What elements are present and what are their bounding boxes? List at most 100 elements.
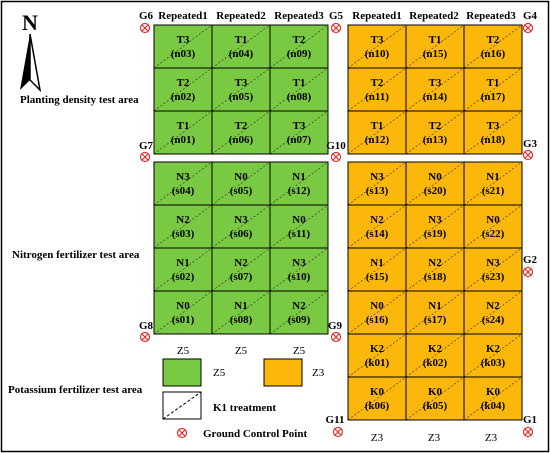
plot-cell-diagonal <box>347 24 407 69</box>
plot-treatment: N1 <box>486 171 499 183</box>
gcp-icon <box>522 266 534 278</box>
plot-cell: N2 (s09) <box>269 290 329 335</box>
plot-id: (k01) <box>365 357 390 369</box>
plot-treatment: T1 <box>293 77 306 89</box>
zone-label-right-3: Z3 <box>485 432 498 444</box>
north-label: N <box>22 10 38 35</box>
gcp-icon <box>522 22 534 34</box>
plot-id: (s02) <box>172 271 195 283</box>
plot-id: (n09) <box>287 48 312 60</box>
plot-treatment: T2 <box>487 34 500 46</box>
plot-id: (n04) <box>229 48 254 60</box>
plot-cell: T1 (n17) <box>463 67 523 112</box>
plot-cell: K2 (k03) <box>463 333 523 378</box>
plot-cell-diagonal <box>463 333 523 378</box>
plot-treatment: N3 <box>176 171 190 183</box>
plot-cell-diagonal <box>463 110 523 155</box>
plot-treatment: N2 <box>176 214 190 226</box>
gcp-icon <box>139 22 151 34</box>
gcp-icon <box>330 331 342 343</box>
zone-label-right-2: Z3 <box>428 432 441 444</box>
plot-cell-diagonal <box>211 110 271 155</box>
plot-id: (k04) <box>481 400 506 412</box>
plot-treatment: T3 <box>371 34 384 46</box>
legend-label-z5: Z5 <box>213 367 226 379</box>
gcp-label: G6 <box>139 10 154 22</box>
plot-cell: N3 (s06) <box>211 204 271 249</box>
header-repeated3-left: Repeated3 <box>274 10 324 22</box>
plot-id: (s03) <box>172 228 195 240</box>
header-repeated1-right: Repeated1 <box>352 10 402 22</box>
gcp-marker-g4: G4 <box>522 10 538 34</box>
plot-cell: N2 (s03) <box>153 204 213 249</box>
gcp-label: G4 <box>523 10 538 22</box>
plot-cell-diagonal <box>211 204 271 249</box>
plot-cell: N0 (s20) <box>405 161 465 206</box>
plot-cell: N2 (s14) <box>347 204 407 249</box>
plot-cell-diagonal <box>347 333 407 378</box>
plot-treatment: T2 <box>371 77 384 89</box>
plot-treatment: T1 <box>235 34 248 46</box>
plot-treatment: N1 <box>292 171 305 183</box>
plot-treatment: K2 <box>486 343 501 355</box>
plot-treatment: K0 <box>428 386 443 398</box>
plot-treatment: N0 <box>370 300 384 312</box>
header-repeated1-left: Repeated1 <box>158 10 208 22</box>
plot-treatment: N3 <box>428 214 442 226</box>
grid-right-nitrogen: N3 (s13) N0 (s20) N1 (s21) N2 (s14) N3 (s19) N0 (s2… <box>347 161 523 335</box>
plot-id: (n07) <box>287 134 312 146</box>
plot-cell: T1 (n01) <box>153 110 213 155</box>
plot-treatment: T3 <box>487 120 500 132</box>
plot-treatment: N3 <box>234 214 248 226</box>
plot-cell-diagonal <box>153 161 213 206</box>
header-repeated2-right: Repeated2 <box>409 10 459 22</box>
gcp-icon <box>332 426 344 438</box>
gcp-label: G7 <box>139 140 154 152</box>
gcp-marker-g11: G11 <box>326 414 344 438</box>
plot-id: (s18) <box>424 271 447 283</box>
plot-cell-diagonal <box>405 110 465 155</box>
plot-treatment: N3 <box>370 171 384 183</box>
gcp-marker-g3: G3 <box>522 138 538 161</box>
plot-cell: T3 (n18) <box>463 110 523 155</box>
plot-cell: T3 (n10) <box>347 24 407 69</box>
plot-id: (s04) <box>172 185 195 197</box>
plot-cell-diagonal <box>153 24 213 69</box>
plot-treatment: N3 <box>292 257 306 269</box>
north-arrow-right <box>29 33 42 93</box>
plot-cell: T2 (n09) <box>269 24 329 69</box>
gcp-icon <box>139 331 151 343</box>
gcp-label: G10 <box>326 140 346 152</box>
plot-id: (s05) <box>230 185 253 197</box>
plot-treatment: N0 <box>486 214 500 226</box>
plot-id: (n15) <box>423 48 448 60</box>
plot-grids: T3 (n03) T1 (n04) T2 (n09) T2 (n02) T3 (n05) T1 (n0… <box>153 24 523 421</box>
gcp-icon <box>522 149 534 161</box>
plot-cell-diagonal <box>269 247 329 292</box>
gcp-label: G5 <box>329 10 344 22</box>
legend-label-k1: K1 treatment <box>213 402 276 414</box>
plot-treatment: K0 <box>370 386 385 398</box>
plot-id: (k03) <box>481 357 506 369</box>
plot-id: (n11) <box>365 91 389 103</box>
plot-treatment: K2 <box>370 343 385 355</box>
plot-treatment: T3 <box>235 77 248 89</box>
plot-id: (n01) <box>171 134 196 146</box>
plot-id: (s20) <box>424 185 447 197</box>
plot-cell: N0 (s16) <box>347 290 407 335</box>
header-group-left: Repeated1 Repeated2 Repeated3 <box>158 10 324 22</box>
plot-cell-diagonal <box>347 110 407 155</box>
plot-id: (s08) <box>230 314 253 326</box>
plot-treatment: T1 <box>487 77 500 89</box>
plot-cell: N1 (s02) <box>153 247 213 292</box>
plot-treatment: T2 <box>293 34 306 46</box>
plot-cell-diagonal <box>463 247 523 292</box>
plot-id: (n12) <box>365 134 390 146</box>
plot-treatment: N2 <box>486 300 500 312</box>
plot-cell-diagonal <box>405 376 465 421</box>
plot-cell-diagonal <box>153 67 213 112</box>
plot-cell-diagonal <box>269 67 329 112</box>
plot-cell-diagonal <box>347 67 407 112</box>
